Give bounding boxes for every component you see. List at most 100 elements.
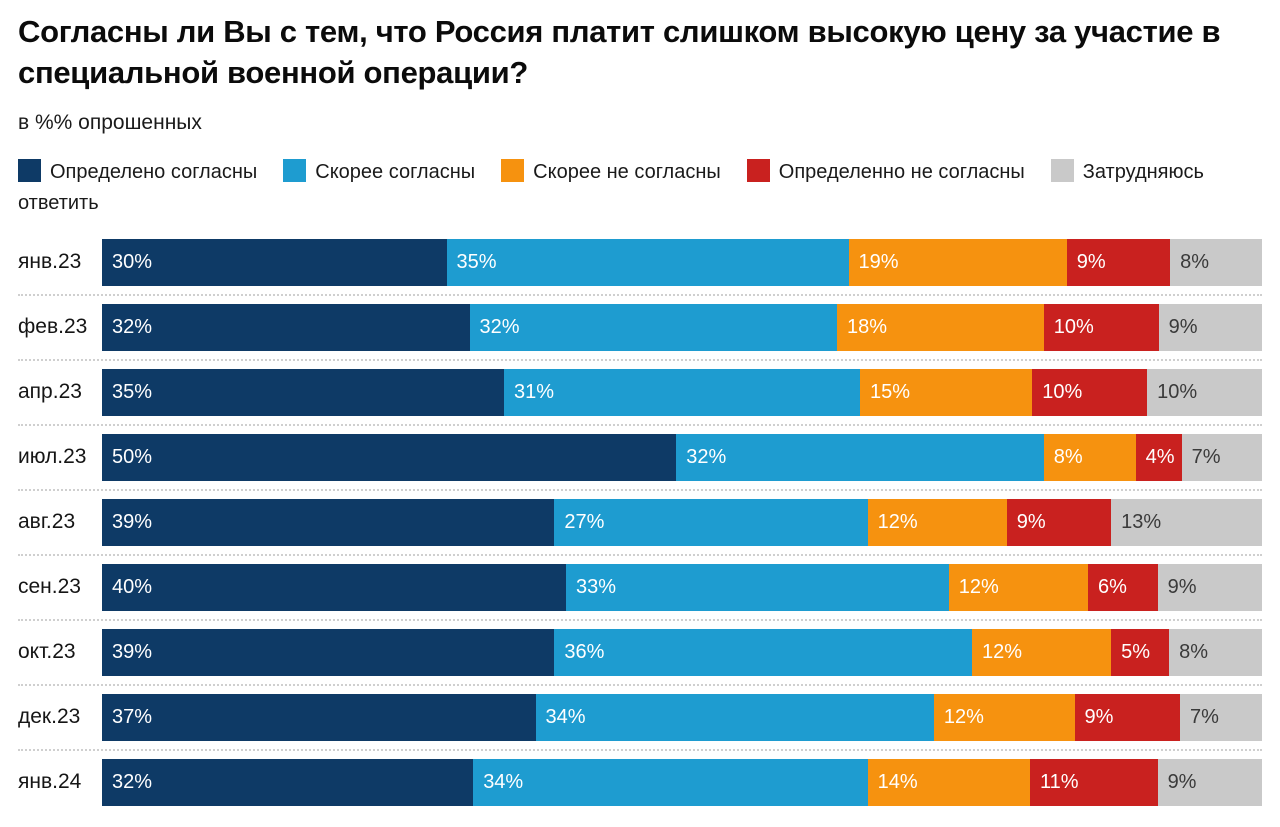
segment-value-label: 9% [1167, 770, 1197, 793]
segment-value-label: 12% [943, 705, 984, 728]
row-separator [18, 488, 1262, 491]
row-label: июл.23 [18, 445, 87, 469]
row-label: апр.23 [18, 380, 82, 404]
bar-segment: 32% [102, 303, 470, 351]
segment-value-label: 9% [1016, 510, 1046, 533]
segment-value-label: 34% [545, 705, 586, 728]
segment-value-label: 32% [686, 445, 727, 468]
bar-segment: 32% [676, 433, 1044, 481]
segment-value-label: 34% [483, 770, 524, 793]
bar-segment: 34% [535, 693, 934, 741]
bar-segment: 12% [948, 563, 1088, 611]
bar-segment: 5% [1111, 628, 1170, 676]
row-separator [18, 553, 1262, 556]
bar-segment: 9% [1074, 693, 1180, 741]
legend-swatch-icon [283, 158, 307, 182]
bar-segment: 7% [1181, 433, 1262, 481]
row-separator [18, 683, 1262, 686]
segment-value-label: 12% [981, 640, 1023, 663]
segment-value-label: 32% [479, 315, 520, 338]
bar-track: 50% 32% 8% 4% 7% [102, 433, 1262, 481]
bar-row: июл.23 50% 32% 8% 4% 7% [18, 433, 1262, 481]
legend-label: Определено согласны [50, 160, 258, 183]
segment-value-label: 8% [1180, 250, 1209, 273]
bar-segment: 15% [860, 368, 1033, 416]
bar-segment: 9% [1158, 303, 1262, 351]
segment-value-label: 32% [112, 315, 153, 338]
bar-segment: 50% [102, 433, 677, 481]
bar-segment: 32% [469, 303, 838, 351]
bar-segment: 34% [473, 758, 868, 806]
bar-segment: 19% [848, 238, 1067, 286]
stacked-bar-chart: янв.23 30% 35% 19% 9% 8% фев.23 32% 32% 18% 10% 9% а… [18, 238, 1262, 806]
bar-segment: 12% [933, 693, 1075, 741]
legend-swatch-icon [501, 158, 525, 182]
bar-segment: 32% [102, 758, 474, 806]
segment-value-label: 35% [456, 250, 497, 273]
segment-value-label: 36% [564, 640, 605, 663]
bar-row: окт.23 39% 36% 12% 5% 8% [18, 628, 1262, 676]
segment-value-label: 9% [1084, 705, 1114, 728]
row-separator [18, 423, 1262, 426]
legend-label: Скорее согласны [315, 160, 476, 183]
bar-track: 32% 34% 14% 11% 9% [102, 758, 1262, 806]
segment-value-label: 11% [1039, 770, 1079, 793]
segment-value-label: 19% [858, 250, 899, 273]
segment-value-label: 10% [1042, 380, 1083, 403]
row-label: дек.23 [18, 705, 81, 729]
bar-segment: 14% [867, 758, 1030, 806]
bar-segment: 6% [1087, 563, 1158, 611]
bar-track: 39% 36% 12% 5% 8% [102, 628, 1262, 676]
segment-value-label: 35% [112, 380, 153, 403]
row-separator [18, 618, 1262, 621]
legend-swatch-icon [746, 158, 770, 182]
bar-segment: 12% [867, 498, 1007, 546]
segment-value-label: 10% [1053, 315, 1094, 338]
bar-segment: 33% [566, 563, 949, 611]
bar-row: янв.24 32% 34% 14% 11% 9% [18, 758, 1262, 806]
bar-track: 30% 35% 19% 9% 8% [102, 238, 1262, 286]
row-separator [18, 358, 1262, 361]
segment-value-label: 9% [1168, 315, 1198, 338]
segment-value-label: 32% [112, 770, 153, 793]
segment-value-label: 31% [513, 380, 554, 403]
segment-value-label: 4% [1145, 445, 1175, 468]
bar-segment: 39% [102, 628, 555, 676]
bar-segment: 30% [102, 238, 447, 286]
bar-row: дек.23 37% 34% 12% 9% 7% [18, 693, 1262, 741]
legend-item: Определенно не согласны [746, 158, 1025, 183]
segment-value-label: 33% [576, 575, 617, 598]
bar-segment: 35% [102, 368, 504, 416]
bar-segment: 9% [1157, 563, 1262, 611]
legend-item: Затрудняюсь ответить [18, 158, 1204, 214]
row-label: авг.23 [18, 510, 76, 534]
segment-value-label: 50% [112, 445, 153, 468]
segment-value-label: 39% [112, 640, 153, 663]
segment-value-label: 40% [112, 575, 153, 598]
row-label: окт.23 [18, 640, 76, 664]
bar-track: 37% 34% 12% 9% 7% [102, 693, 1262, 741]
bar-segment: 10% [1043, 303, 1159, 351]
bar-segment: 9% [1066, 238, 1171, 286]
legend-item: Определено согласны [18, 158, 258, 183]
bar-segment: 27% [554, 498, 868, 546]
segment-value-label: 9% [1076, 250, 1106, 273]
chart-title: Согласны ли Вы с тем, что Россия платит … [18, 14, 1221, 90]
segment-value-label: 10% [1157, 380, 1198, 403]
bar-segment: 12% [971, 628, 1112, 676]
bar-segment: 8% [1043, 433, 1136, 481]
bar-segment: 10% [1032, 368, 1148, 416]
row-label: сен.23 [18, 575, 81, 599]
bar-segment: 39% [102, 498, 555, 546]
legend: Определено согласны Скорее согласны Скорее… [18, 157, 1262, 219]
segment-value-label: 12% [877, 510, 918, 533]
bar-row: апр.23 35% 31% 15% 10% 10% [18, 368, 1262, 416]
bar-segment: 10% [1147, 368, 1262, 416]
legend-swatch-icon [1050, 158, 1074, 182]
bar-segment: 18% [837, 303, 1044, 351]
legend-item: Скорее согласны [283, 158, 476, 183]
legend-item: Скорее не согласны [501, 158, 721, 183]
legend-label: Определенно не согласны [778, 160, 1025, 183]
bar-segment: 37% [102, 693, 536, 741]
bar-segment: 13% [1111, 498, 1262, 546]
